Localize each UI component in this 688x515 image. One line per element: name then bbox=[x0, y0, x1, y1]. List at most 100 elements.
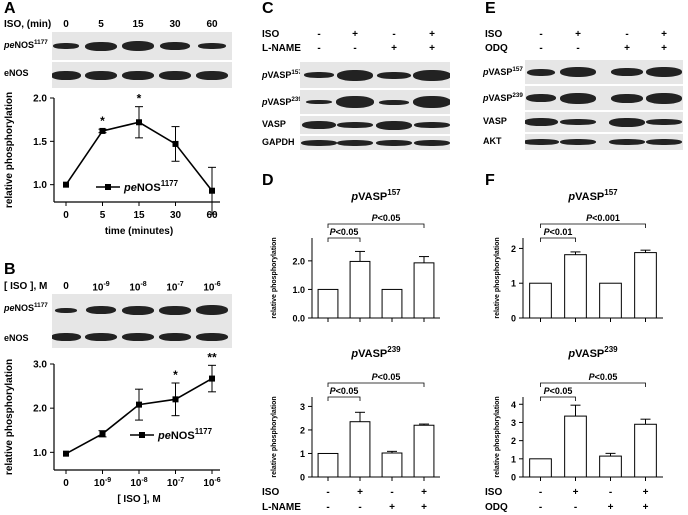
treat-f-sign-0-2: - bbox=[608, 487, 613, 498]
blot-label-c-1: pVASP239 bbox=[262, 96, 302, 107]
blot-c-row0-band-0 bbox=[304, 72, 334, 78]
chart-b-point-1 bbox=[99, 430, 106, 437]
chart-b-ytick-label-1: 2.0 bbox=[33, 404, 47, 415]
chart-f1-comparison-0 bbox=[540, 237, 576, 242]
treat-c-label-1: L-NAME bbox=[262, 43, 301, 54]
iso-header-b: [ ISO ], M bbox=[4, 281, 48, 292]
chart-f2-ytick-label-0: 0 bbox=[511, 473, 516, 483]
chart-f2-bar-0 bbox=[529, 458, 552, 478]
chart-f2-comparison-label-1: P<0.05 bbox=[589, 372, 618, 382]
treat-c-label-0: ISO bbox=[262, 29, 280, 40]
treat-e-label-0: ISO bbox=[485, 29, 503, 40]
panel-label-e: E bbox=[485, 0, 496, 17]
chart-f2-comparison-label-0: P<0.05 bbox=[544, 386, 573, 396]
chart-b-ytick-label-0: 1.0 bbox=[33, 448, 47, 459]
chart-d1-comparison-1 bbox=[327, 223, 425, 228]
treat-d-sign-1-1: - bbox=[358, 502, 362, 513]
blot-c-row3 bbox=[300, 136, 450, 150]
chart-f2-ytick-label-4: 4 bbox=[511, 400, 516, 410]
chart-d1-comparison-label-0: P<0.05 bbox=[330, 227, 359, 237]
blot-c-row0 bbox=[300, 62, 450, 88]
blot-b-row0-band-3 bbox=[159, 305, 191, 315]
blot-label-c-0: pVASP157 bbox=[262, 69, 302, 80]
blot-label-a-0: peNOS1177 bbox=[4, 39, 48, 50]
lane-label-a-3: 30 bbox=[169, 19, 181, 30]
chart-b-ylabel: relative phosphorylation bbox=[4, 359, 15, 475]
treat-f-sign-0-0: - bbox=[538, 487, 543, 498]
blot-b-row1-band-3 bbox=[159, 333, 191, 341]
blot-e-row0 bbox=[525, 60, 683, 84]
blot-c-row2 bbox=[300, 116, 450, 134]
blot-c-row1-band-2 bbox=[379, 99, 409, 105]
chart-f2-bar-3 bbox=[634, 423, 657, 478]
chart-d2-bar-0 bbox=[317, 452, 339, 478]
chart-a-xtick-label-3: 30 bbox=[170, 210, 182, 221]
blot-c-row1-band-1 bbox=[336, 96, 374, 108]
chart-a-ytick-label-0: 1.0 bbox=[33, 180, 47, 191]
chart-f1-comparison-1 bbox=[540, 223, 646, 228]
blot-b-row0-band-4 bbox=[196, 305, 228, 315]
blot-e-row2-band-2 bbox=[609, 117, 645, 127]
chart-d2-bar-2 bbox=[381, 452, 403, 478]
treat-d-sign-1-3: + bbox=[421, 502, 427, 513]
treat-c-sign-1-2: + bbox=[391, 43, 397, 54]
chart-d1-bar-2 bbox=[381, 288, 403, 319]
blot-a-row0 bbox=[52, 32, 232, 60]
chart-f2-comparison-0 bbox=[540, 396, 576, 401]
treat-d-sign-0-3: + bbox=[421, 487, 427, 498]
treat-f-label-1: ODQ bbox=[485, 502, 508, 513]
treat-e-sign-1-0: - bbox=[539, 43, 543, 54]
chart-b-point-4 bbox=[209, 375, 215, 382]
blot-e-row1 bbox=[525, 86, 683, 110]
chart-b-xtick-label-1: 10-9 bbox=[94, 477, 111, 489]
chart-b: 1.0 2.0 3.0 0 10-9 10-8 10-7 10-6 [ ISO ], M rela… bbox=[4, 350, 221, 505]
chart-d1-comparison-0 bbox=[327, 237, 361, 242]
blot-a-row1-band-4 bbox=[196, 70, 228, 80]
lane-label-a-4: 60 bbox=[206, 19, 218, 30]
treat-e-sign-0-2: - bbox=[625, 29, 629, 40]
chart-a-xtick-label-2: 15 bbox=[133, 210, 145, 221]
chart-d2-comparison-0 bbox=[327, 396, 361, 401]
treat-e-sign-1-1: - bbox=[576, 43, 580, 54]
chart-f2-bar-1 bbox=[564, 415, 587, 478]
lane-label-a-1: 5 bbox=[98, 19, 104, 30]
blot-label-e-3: AKT bbox=[483, 136, 502, 146]
chart-d2-bar-1 bbox=[349, 421, 371, 478]
panel-label-c: C bbox=[262, 0, 274, 17]
blot-label-a-1: eNOS bbox=[4, 68, 29, 78]
treat-f-sign-1-1: - bbox=[573, 502, 578, 513]
treat-e-sign-1-2: + bbox=[624, 43, 630, 54]
blot-c-row1-band-0 bbox=[306, 100, 332, 104]
blot-c-row3-band-3 bbox=[414, 140, 450, 146]
chart-f2-ylabel: relative phosphorylation bbox=[494, 396, 501, 477]
blot-b-row1-band-4 bbox=[196, 333, 228, 341]
blot-e-row1-band-1 bbox=[560, 92, 596, 104]
chart-d1-title: pVASP157 bbox=[350, 188, 401, 203]
chart-b-legend-label: peNOS1177 bbox=[157, 427, 213, 442]
chart-d-vasp157: pVASP157 0.0 1.0 2.0 relative phosphorylatio… bbox=[271, 188, 440, 324]
blot-e-row1-band-0 bbox=[526, 94, 556, 102]
chart-b-xtick-label-2: 10-8 bbox=[130, 477, 147, 489]
chart-f1-bar-3 bbox=[634, 252, 657, 319]
chart-a-legend-marker bbox=[105, 184, 111, 190]
blot-c-row1-band-3 bbox=[413, 96, 450, 108]
chart-a-point-0 bbox=[63, 181, 69, 188]
chart-a-point-1 bbox=[99, 127, 106, 134]
chart-b-point-2 bbox=[136, 401, 142, 408]
chart-b-xtick-label-3: 10-7 bbox=[167, 477, 184, 489]
blot-b-row1 bbox=[52, 326, 232, 348]
blot-b-row0-band-0 bbox=[55, 307, 77, 313]
blot-e-row1-band-2 bbox=[611, 93, 643, 103]
chart-b-ytick-label-2: 3.0 bbox=[33, 360, 47, 371]
blot-c-row0-band-3 bbox=[413, 69, 450, 81]
lane-label-b-1: 10-9 bbox=[92, 281, 110, 294]
chart-f1-comparison-label-0: P<0.01 bbox=[544, 227, 573, 237]
chart-f1-ytick-label-2: 2 bbox=[511, 244, 516, 254]
chart-d2-ytick-label-2: 2 bbox=[300, 425, 305, 435]
chart-d1-ytick-label-0: 0.0 bbox=[292, 314, 305, 324]
chart-d1-ylabel: relative phosphorylation bbox=[271, 237, 278, 318]
blot-c-row2-band-3 bbox=[414, 122, 450, 128]
blot-e-row3-band-1 bbox=[560, 139, 596, 145]
blot-c-row3-band-1 bbox=[337, 140, 373, 146]
